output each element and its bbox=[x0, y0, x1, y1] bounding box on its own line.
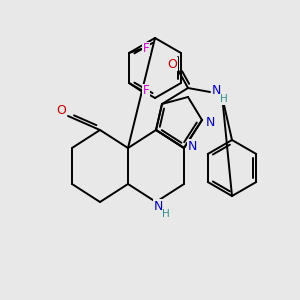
Text: O: O bbox=[56, 103, 66, 116]
Text: N: N bbox=[205, 116, 215, 128]
Text: H: H bbox=[162, 209, 170, 219]
Text: F: F bbox=[143, 85, 149, 98]
Text: O: O bbox=[167, 58, 177, 70]
Text: N: N bbox=[211, 85, 221, 98]
Text: F: F bbox=[143, 43, 149, 56]
Text: N: N bbox=[187, 140, 197, 152]
Text: N: N bbox=[153, 200, 163, 212]
Text: H: H bbox=[220, 94, 228, 104]
